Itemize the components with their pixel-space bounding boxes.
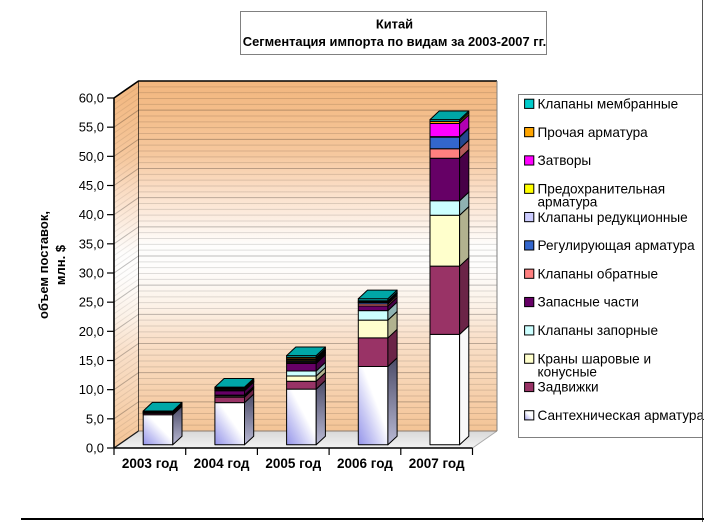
svg-text:60,0: 60,0 xyxy=(79,91,104,106)
svg-text:Клапаны запорные: Клапаны запорные xyxy=(538,323,659,338)
svg-text:Запасные части: Запасные части xyxy=(538,295,639,310)
svg-text:2005 год: 2005 год xyxy=(265,456,321,471)
svg-text:50,0: 50,0 xyxy=(79,149,104,164)
svg-text:2004 год: 2004 год xyxy=(194,456,250,471)
svg-text:2007 год: 2007 год xyxy=(409,456,465,471)
svg-text:млн. $: млн. $ xyxy=(53,244,68,285)
svg-text:25,0: 25,0 xyxy=(79,295,104,310)
svg-text:2003 год: 2003 год xyxy=(122,456,178,471)
svg-text:Клапаны мембранные: Клапаны мембранные xyxy=(538,97,679,112)
svg-text:15,0: 15,0 xyxy=(79,353,104,368)
svg-text:20,0: 20,0 xyxy=(79,324,104,339)
svg-text:Регулирующая арматура: Регулирующая арматура xyxy=(538,238,696,253)
svg-text:35,0: 35,0 xyxy=(79,236,104,251)
svg-text:55,0: 55,0 xyxy=(79,120,104,135)
svg-text:конусные: конусные xyxy=(538,365,597,380)
svg-text:2006 год: 2006 год xyxy=(337,456,393,471)
svg-text:Сантехническая арматура: Сантехническая арматура xyxy=(538,408,704,423)
svg-text:0,0: 0,0 xyxy=(86,441,104,456)
svg-text:арматура: арматура xyxy=(538,195,598,210)
svg-text:5,0: 5,0 xyxy=(86,411,104,426)
svg-text:30,0: 30,0 xyxy=(79,266,104,281)
svg-text:45,0: 45,0 xyxy=(79,178,104,193)
svg-text:Клапаны обратные: Клапаны обратные xyxy=(538,266,659,281)
svg-text:Китай: Китай xyxy=(376,17,413,32)
svg-text:40,0: 40,0 xyxy=(79,207,104,222)
svg-text:Клапаны редукционные: Клапаны редукционные xyxy=(538,210,688,225)
svg-text:10,0: 10,0 xyxy=(79,382,104,397)
svg-text:Затворы: Затворы xyxy=(538,153,592,168)
svg-text:объем поставок,: объем поставок, xyxy=(36,211,51,319)
svg-text:Прочая арматура: Прочая арматура xyxy=(538,125,649,140)
svg-text:Задвижки: Задвижки xyxy=(538,380,599,395)
svg-text:Сегментация импорта по видам з: Сегментация импорта по видам за 2003-200… xyxy=(243,34,546,49)
